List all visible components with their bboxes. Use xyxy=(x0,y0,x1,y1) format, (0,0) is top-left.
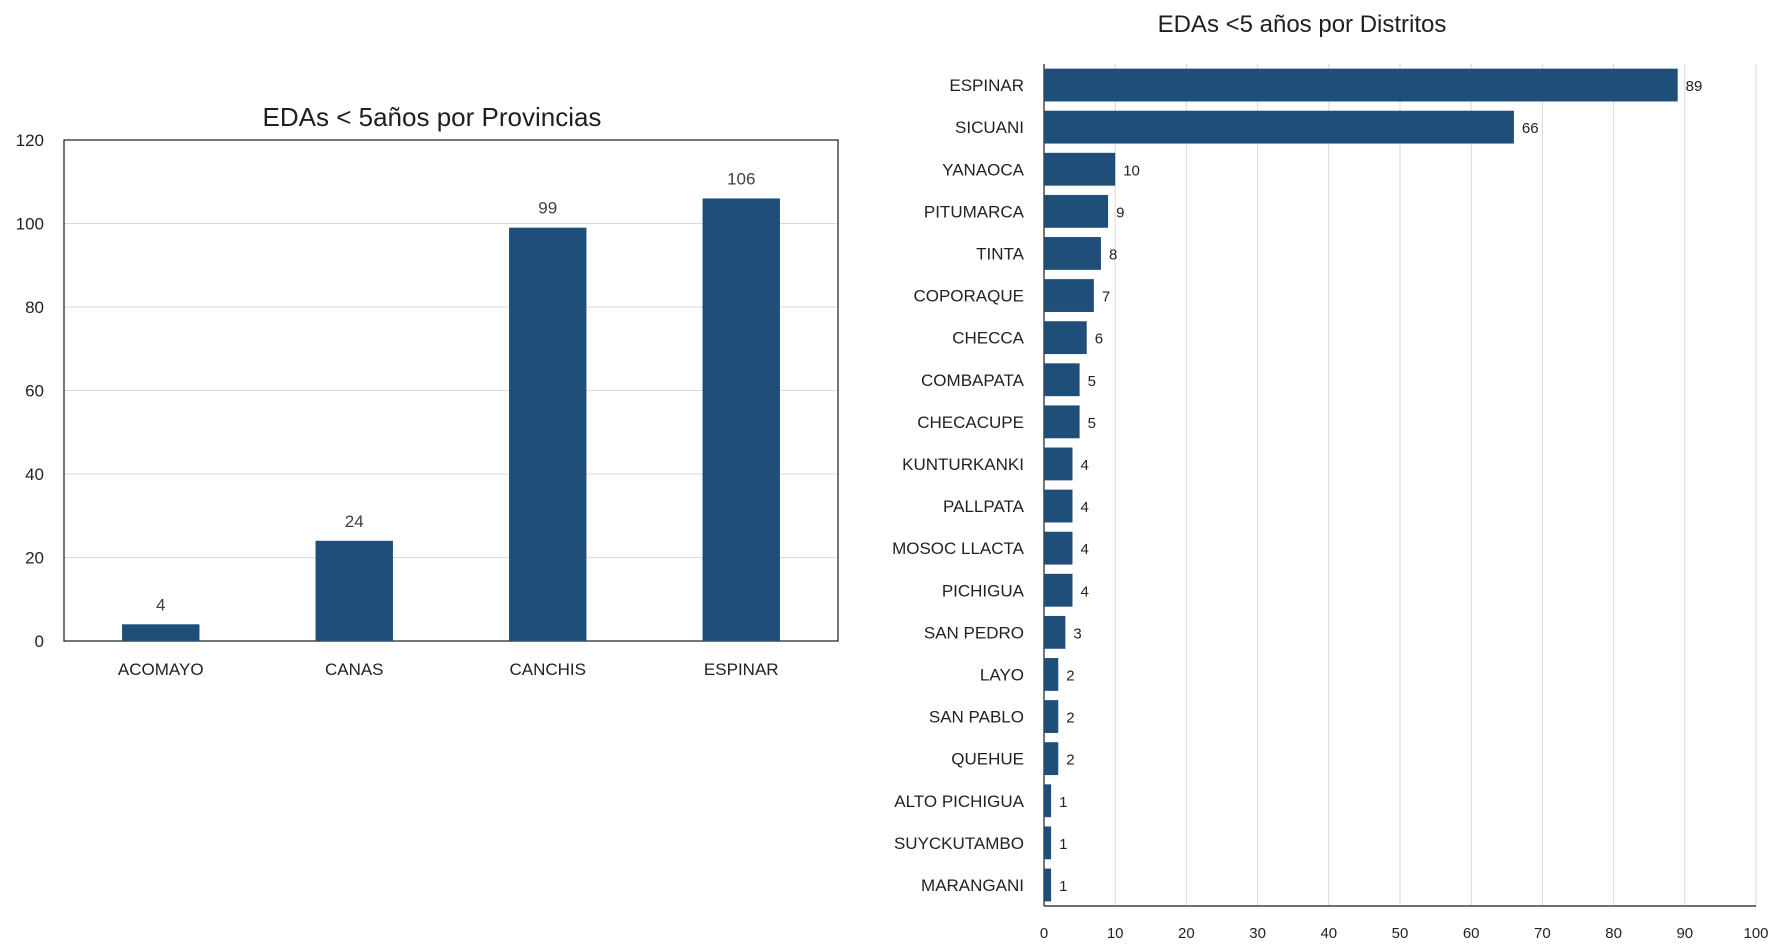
data-label: 8 xyxy=(1109,246,1117,263)
data-label: 99 xyxy=(538,199,557,218)
data-label: 9 xyxy=(1116,204,1124,221)
data-label: 4 xyxy=(156,595,165,614)
y-tick-label: KUNTURKANKI xyxy=(902,455,1024,474)
bar xyxy=(1044,321,1087,355)
data-label: 5 xyxy=(1088,415,1096,432)
y-tick-label: YANAOCA xyxy=(942,160,1025,179)
data-label: 1 xyxy=(1059,794,1067,811)
bar xyxy=(1044,363,1080,397)
x-tick-label: 0 xyxy=(1040,925,1048,942)
provinces-bar-chart: EDAs < 5años por Provincias 0 20 40 60 80 100… xyxy=(16,102,839,679)
data-label: 4 xyxy=(1080,541,1088,558)
data-label: 4 xyxy=(1080,583,1088,600)
data-label: 2 xyxy=(1066,710,1074,727)
x-tick-label: 70 xyxy=(1534,925,1551,942)
x-tick-label: 40 xyxy=(1320,925,1337,942)
x-tick-label: ACOMAYO xyxy=(118,660,204,679)
y-tick-label: 0 xyxy=(35,632,44,651)
y-tick-label: COMBAPATA xyxy=(921,371,1025,390)
data-label: 24 xyxy=(345,512,364,531)
bar xyxy=(702,198,780,641)
data-label: 1 xyxy=(1059,878,1067,895)
bar xyxy=(1044,110,1514,144)
bar xyxy=(122,624,200,641)
y-tick-label: SAN PEDRO xyxy=(924,623,1024,642)
data-label: 3 xyxy=(1073,625,1081,642)
y-tick-label: ALTO PICHIGUA xyxy=(894,792,1024,811)
plot-frame xyxy=(63,139,839,642)
bar xyxy=(1044,531,1073,565)
y-tick-label: CHECACUPE xyxy=(917,413,1024,432)
data-label: 2 xyxy=(1066,667,1074,684)
data-label: 10 xyxy=(1123,162,1140,179)
bar xyxy=(1044,405,1080,439)
y-tick-label: TINTA xyxy=(976,244,1025,263)
bar xyxy=(1044,615,1066,649)
y-tick-label: MOSOC LLACTA xyxy=(892,539,1025,558)
bar xyxy=(1044,237,1101,270)
data-label: 4 xyxy=(1080,499,1088,516)
y-tick-label: PICHIGUA xyxy=(942,581,1025,600)
y-tick-label: MARANGANI xyxy=(921,876,1024,895)
x-tick-label: 10 xyxy=(1107,925,1124,942)
bar xyxy=(315,540,393,641)
bar xyxy=(1044,489,1073,523)
x-tick-label: 30 xyxy=(1249,925,1266,942)
x-tick-label: 20 xyxy=(1178,925,1195,942)
bar xyxy=(1044,68,1678,102)
chart-title: EDAs <5 años por Distritos xyxy=(1158,11,1447,38)
bar xyxy=(1044,784,1052,818)
y-tick-label: SAN PABLO xyxy=(929,708,1024,727)
y-tick-label: 80 xyxy=(25,298,44,317)
y-tick-label: PITUMARCA xyxy=(924,202,1025,221)
y-tick-label: SICUANI xyxy=(955,118,1024,137)
data-label: 6 xyxy=(1095,331,1103,348)
data-label: 66 xyxy=(1522,120,1539,137)
bar xyxy=(1044,826,1052,860)
y-tick-label: SUYCKUTAMBO xyxy=(894,834,1024,853)
districts-bar-chart: EDAs <5 años por Distritos 0 10 20 30 40 50 60… xyxy=(892,11,1768,942)
bar xyxy=(1044,658,1059,691)
y-tick-label: ESPINAR xyxy=(949,76,1024,95)
y-tick-label: LAYO xyxy=(980,665,1024,684)
bar xyxy=(1044,194,1109,228)
bar xyxy=(1044,700,1059,733)
y-tick-label: 100 xyxy=(16,215,44,234)
bar xyxy=(509,227,587,642)
bar xyxy=(1044,868,1052,902)
bar xyxy=(1044,152,1116,186)
data-label: 4 xyxy=(1080,457,1088,474)
x-tick-label: 80 xyxy=(1605,925,1622,942)
x-tick-label: 100 xyxy=(1743,925,1768,942)
y-tick-label: CHECCA xyxy=(952,329,1024,348)
bar xyxy=(1044,279,1094,312)
x-tick-label: 90 xyxy=(1676,925,1693,942)
y-tick-label: COPORAQUE xyxy=(913,287,1024,306)
y-tick-label: 40 xyxy=(25,465,44,484)
x-tick-label: 50 xyxy=(1392,925,1409,942)
data-label: 1 xyxy=(1059,836,1067,853)
x-tick-label: CANAS xyxy=(325,660,384,679)
data-label: 2 xyxy=(1066,752,1074,769)
y-tick-label: QUEHUE xyxy=(951,750,1024,769)
x-tick-label: CANCHIS xyxy=(509,660,586,679)
x-tick-label: ESPINAR xyxy=(704,660,779,679)
y-tick-label: 60 xyxy=(25,382,44,401)
bar xyxy=(1044,573,1073,607)
y-tick-label: 20 xyxy=(25,549,44,568)
chart-title: EDAs < 5años por Provincias xyxy=(263,102,602,132)
data-label: 89 xyxy=(1686,78,1703,95)
x-tick-label: 60 xyxy=(1463,925,1480,942)
bar xyxy=(1044,447,1073,481)
data-label: 5 xyxy=(1088,373,1096,390)
data-label: 106 xyxy=(727,169,755,188)
data-label: 7 xyxy=(1102,289,1110,306)
bar xyxy=(1044,742,1059,776)
y-tick-label: 120 xyxy=(16,131,44,150)
y-tick-label: PALLPATA xyxy=(943,497,1025,516)
